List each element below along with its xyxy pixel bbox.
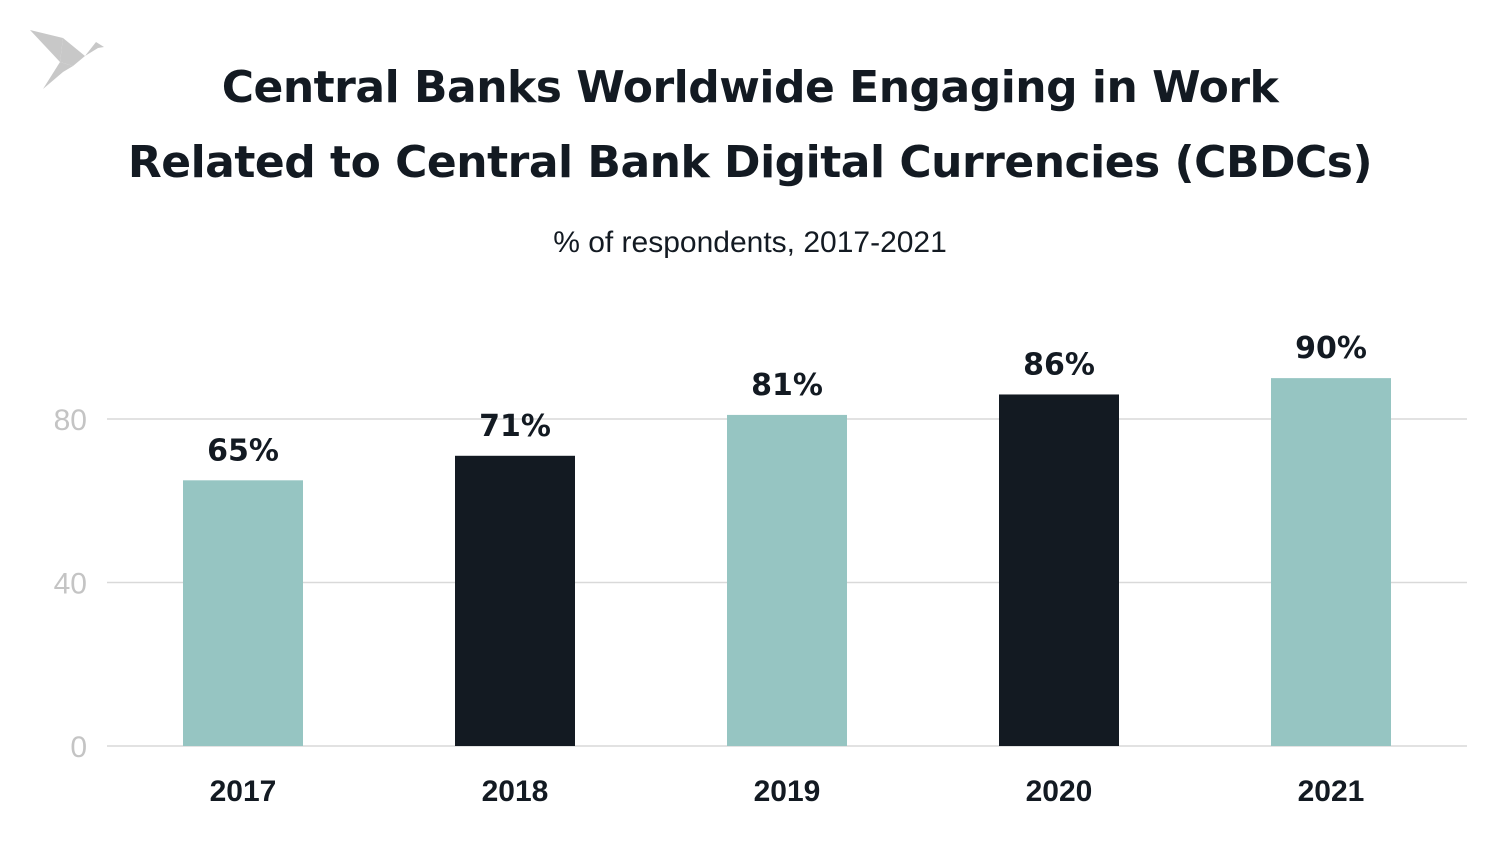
chart-title-line-2: Related to Central Bank Digital Currenci…: [127, 137, 1373, 188]
chart-subtitle: % of respondents, 2017-2021: [553, 226, 947, 259]
data-label: 86%: [1023, 347, 1095, 382]
y-tick-label: 0: [70, 731, 87, 764]
data-label: 81%: [751, 368, 823, 403]
x-tick-label: 2019: [754, 775, 821, 808]
x-tick-label: 2018: [482, 775, 549, 808]
x-tick-label: 2017: [210, 775, 277, 808]
x-tick-label: 2020: [1026, 775, 1093, 808]
bar-2019: [727, 414, 847, 746]
bar-2020: [999, 394, 1119, 746]
data-label: 65%: [207, 433, 279, 468]
bar-2017: [183, 480, 303, 746]
bar-2021: [1271, 378, 1391, 746]
x-tick-label: 2021: [1298, 775, 1365, 808]
logo: [30, 30, 104, 89]
data-label: 71%: [479, 409, 551, 444]
y-tick-label: 40: [54, 568, 87, 601]
bar-2018: [455, 455, 575, 746]
y-tick-label: 80: [54, 404, 87, 437]
origami-bird-icon: [30, 30, 104, 89]
data-label: 90%: [1295, 331, 1367, 366]
chart-title-line-1: Central Banks Worldwide Engaging in Work: [221, 62, 1279, 113]
